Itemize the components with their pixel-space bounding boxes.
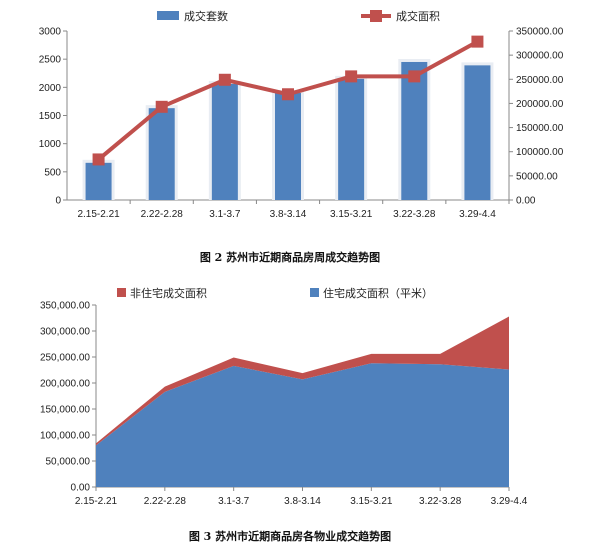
bar	[275, 92, 301, 200]
y-left-tick-label: 2000	[39, 83, 62, 94]
legend-swatch-marker	[370, 10, 382, 22]
x-tick-label: 3.22-3.28	[393, 209, 436, 220]
y-right-tick-label: 200000.00	[516, 99, 564, 110]
bar	[338, 78, 365, 200]
y-right-tick-label: 50000.00	[516, 171, 558, 182]
line-marker	[92, 153, 105, 166]
chart-title: 图 2 苏州市近期商品房周成交趋势图	[200, 250, 380, 264]
x-tick-label: 3.1-3.7	[209, 209, 241, 220]
y-right-tick-label: 350000.00	[516, 27, 564, 38]
x-tick-label: 3.29-4.4	[491, 496, 528, 507]
bar	[401, 61, 428, 200]
y-right-tick-label: 150000.00	[516, 123, 564, 134]
y-left-tick-label: 1500	[39, 111, 62, 122]
area-non-residential	[96, 316, 509, 446]
weekly-transactions-chart: 0 500 1000 1500 2000 2500 3000 0.00 50000.00 1000…	[39, 9, 564, 264]
y-tick-label: 0.00	[71, 483, 91, 494]
legend-label-line: 成交面积	[396, 9, 440, 23]
line-marker	[282, 88, 294, 101]
y-tick-label: 350,000.00	[40, 301, 90, 312]
line-marker	[218, 73, 231, 86]
y-left-tick-label: 3000	[39, 27, 62, 38]
y-tick-label: 300,000.00	[40, 327, 90, 338]
y-tick-label: 50,000.00	[46, 457, 91, 468]
bar	[148, 108, 175, 200]
bar	[464, 65, 491, 200]
line-marker	[155, 100, 168, 113]
x-tick-label: 3.15-3.21	[350, 496, 393, 507]
x-tick-label: 3.29-4.4	[459, 209, 496, 220]
x-tick-label: 3.15-3.21	[330, 209, 373, 220]
y-tick-label: 200,000.00	[40, 379, 90, 390]
bar	[85, 162, 112, 200]
legend-swatch-bar	[157, 11, 179, 20]
legend-swatch-residential	[310, 288, 319, 297]
y-right-tick-label: 250000.00	[516, 75, 564, 86]
property-type-area-chart: 0.00 50,000.00 100,000.00 150,000.00 200,000…	[40, 286, 528, 543]
line-marker	[408, 70, 421, 83]
legend-swatch-non-residential	[117, 288, 126, 297]
x-tick-label: 2.22-2.28	[141, 209, 184, 220]
bar	[211, 83, 238, 200]
x-tick-label: 3.8-3.14	[284, 496, 321, 507]
legend-label-bar: 成交套数	[184, 9, 228, 23]
y-tick-label: 250,000.00	[40, 353, 90, 364]
chart-title: 图 3 苏州市近期商品房各物业成交趋势图	[189, 529, 391, 543]
y-left-tick-label: 0	[55, 196, 61, 207]
y-left-tick-label: 1000	[39, 139, 62, 150]
y-right-tick-label: 100000.00	[516, 147, 564, 158]
x-tick-label: 2.15-2.21	[75, 496, 118, 507]
x-tick-label: 3.1-3.7	[218, 496, 250, 507]
legend-label-non-residential: 非住宅成交面积	[130, 286, 207, 300]
y-right-tick-label: 0.00	[516, 196, 536, 207]
line-marker	[345, 70, 358, 83]
y-right-tick-label: 300000.00	[516, 51, 564, 62]
y-left-tick-label: 500	[44, 167, 61, 178]
y-left-tick-label: 2500	[39, 55, 62, 66]
legend-label-residential: 住宅成交面积（平米）	[323, 286, 433, 300]
y-tick-label: 150,000.00	[40, 405, 90, 416]
x-tick-label: 3.22-3.28	[419, 496, 462, 507]
x-tick-label: 2.22-2.28	[144, 496, 187, 507]
x-tick-label: 2.15-2.21	[77, 209, 120, 220]
y-tick-label: 100,000.00	[40, 431, 90, 442]
area-residential	[96, 363, 509, 487]
x-tick-label: 3.8-3.14	[270, 209, 307, 220]
line-marker	[471, 35, 484, 48]
